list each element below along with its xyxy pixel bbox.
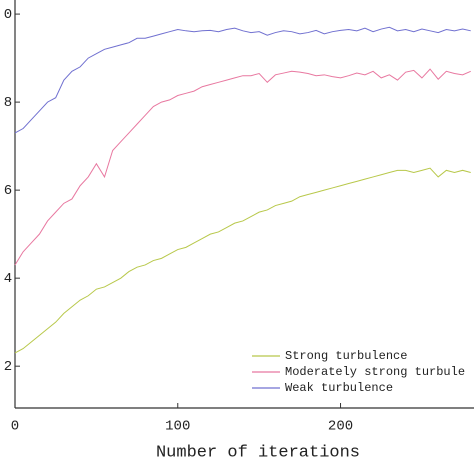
y-tick-label: 8 <box>4 95 12 111</box>
y-tick-label: 4 <box>4 271 12 287</box>
series-line <box>14 167 471 354</box>
x-tick-label: 200 <box>328 419 353 435</box>
legend-label: Strong turbulence <box>285 349 407 363</box>
y-tick-label: 2 <box>4 359 12 375</box>
series-line <box>14 26 471 134</box>
x-axis-label: Number of iterations <box>156 443 360 462</box>
x-tick-label: 0 <box>11 419 19 435</box>
y-tick-label: 6 <box>4 183 12 199</box>
y-tick-label: 0 <box>4 7 12 23</box>
series-line <box>14 68 471 266</box>
legend-label: Weak turbulence <box>285 381 393 395</box>
legend-label: Moderately strong turbule <box>285 365 465 379</box>
x-tick-label: 100 <box>165 419 190 435</box>
